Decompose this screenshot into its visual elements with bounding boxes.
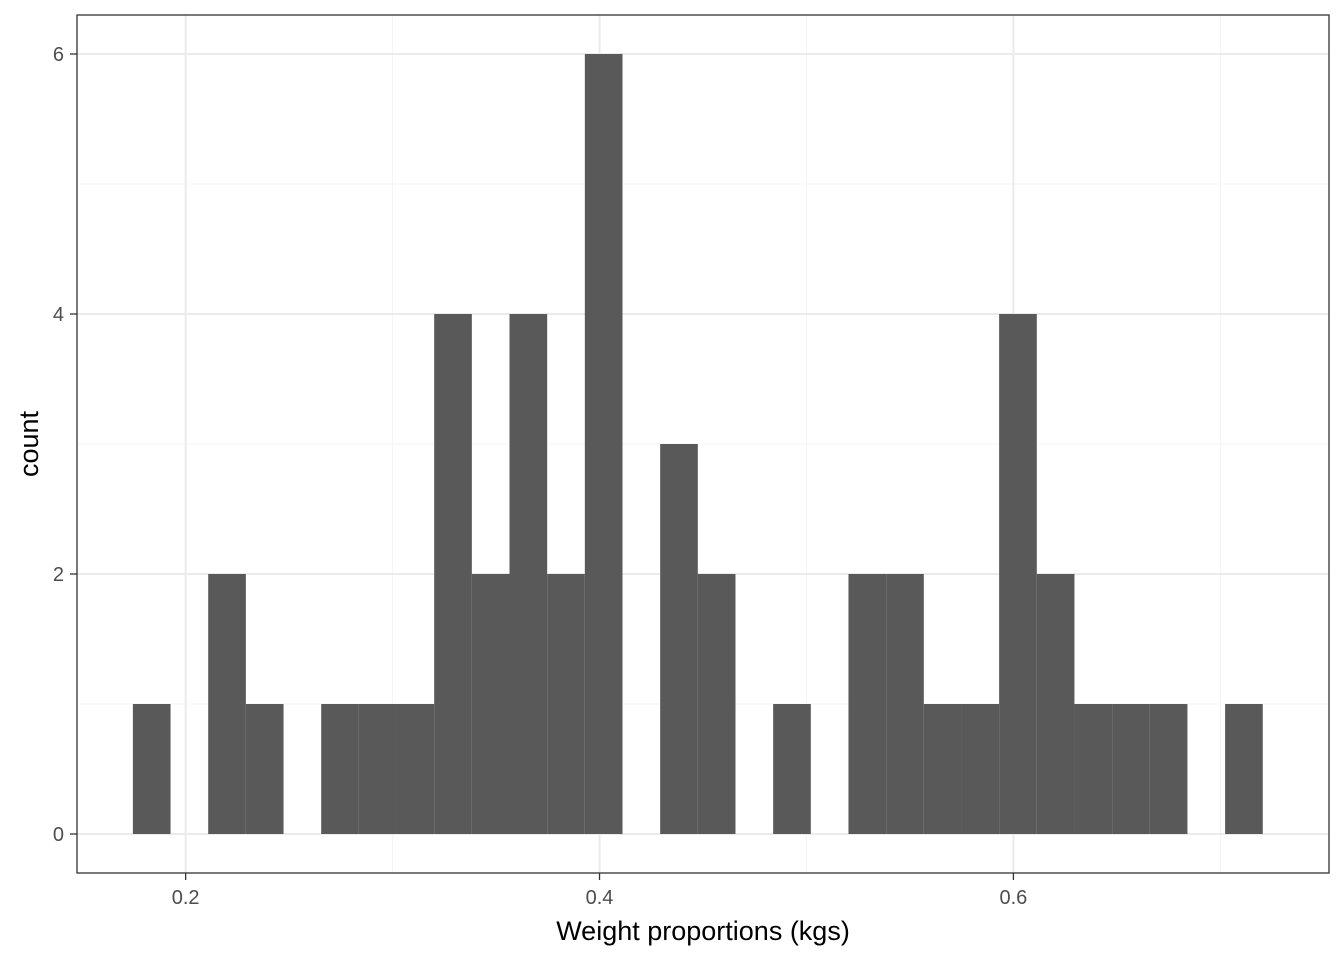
- histogram-bar: [245, 704, 284, 834]
- y-axis: 0 2 4 6: [53, 44, 77, 846]
- histogram-bar: [886, 574, 924, 834]
- y-tick-label: 6: [53, 44, 64, 66]
- histogram-bar: [923, 704, 962, 834]
- histogram-bar: [396, 704, 435, 834]
- x-tick-label: 0.2: [172, 887, 200, 909]
- histogram-bar: [509, 314, 548, 834]
- histogram-bar: [999, 314, 1037, 834]
- histogram-bar: [660, 444, 698, 834]
- histogram-bar: [1074, 704, 1113, 834]
- histogram-bar: [358, 704, 397, 834]
- histogram-bar: [321, 704, 359, 834]
- y-axis-title: count: [14, 410, 44, 477]
- histogram-bar: [961, 704, 1000, 834]
- x-axis-title: Weight proportions (kgs): [556, 916, 850, 946]
- panel-border: [76, 14, 1330, 874]
- x-axis: 0.2 0.4 0.6: [172, 873, 1028, 909]
- histogram-bars: [132, 54, 1263, 834]
- histogram-bar: [132, 704, 171, 834]
- x-tick-label: 0.4: [586, 887, 614, 909]
- histogram-bar: [773, 704, 811, 834]
- histogram-bar: [434, 314, 472, 834]
- y-tick-label: 2: [53, 564, 64, 586]
- y-tick-label: 0: [53, 824, 64, 846]
- histogram-bar: [1225, 704, 1263, 834]
- histogram-bar: [1036, 574, 1075, 834]
- histogram-bar: [848, 574, 887, 834]
- histogram-bar: [471, 574, 510, 834]
- histogram-bar: [547, 574, 585, 834]
- histogram-bar: [1149, 704, 1188, 834]
- histogram-bar: [584, 54, 623, 834]
- y-tick-label: 4: [53, 304, 64, 326]
- histogram-bar: [208, 574, 246, 834]
- x-tick-label: 0.6: [1000, 887, 1028, 909]
- histogram-bar: [697, 574, 736, 834]
- histogram-bar: [1112, 704, 1150, 834]
